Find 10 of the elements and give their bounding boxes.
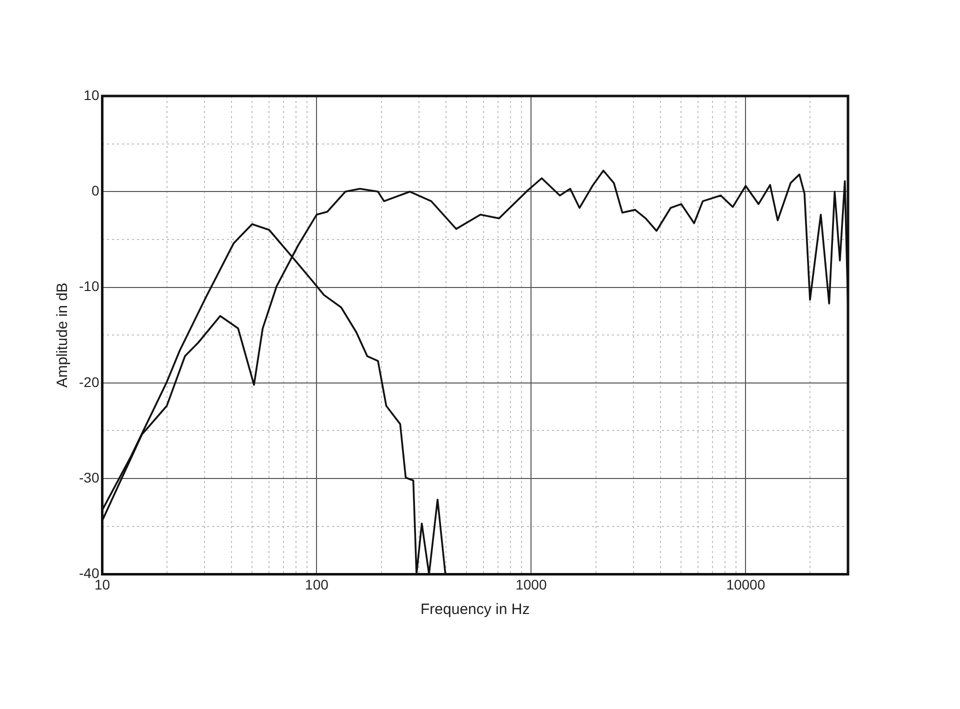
y-tick-label: -20 bbox=[79, 374, 100, 390]
x-tick-label: 100 bbox=[305, 576, 329, 592]
y-tick-label: -30 bbox=[79, 469, 100, 486]
y-tick-label: 10 bbox=[84, 86, 100, 103]
x-axis-title: Frequency in Hz bbox=[420, 601, 530, 618]
y-axis-title: Amplitude in dB bbox=[54, 282, 72, 388]
x-tick-label: 1000 bbox=[516, 576, 547, 592]
x-tick-label: 10000 bbox=[726, 576, 766, 592]
y-tick-label: -10 bbox=[79, 278, 100, 294]
y-tick-label: 0 bbox=[91, 182, 100, 198]
